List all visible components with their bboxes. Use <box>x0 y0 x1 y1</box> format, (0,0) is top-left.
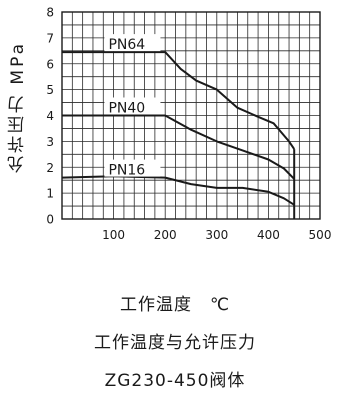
series-label-pn40: PN40 <box>108 101 145 117</box>
series-label-pn16: PN16 <box>108 163 145 179</box>
pressure-temperature-chart: 0 1 2 3 4 5 6 7 8 100 200 300 400 500 PN64 PN40 PN16 <box>46 6 331 243</box>
series-label-bg <box>104 159 161 177</box>
y-tick-label: 2 <box>46 161 54 175</box>
series-label-pn64: PN64 <box>108 37 145 53</box>
y-tick-labels: 0 1 2 3 4 5 6 7 8 <box>46 6 54 227</box>
y-tick-label: 8 <box>46 6 54 20</box>
chart-title: 工作温度与允许压力 <box>94 333 256 353</box>
series-line-pn64 <box>62 51 296 150</box>
y-tick-label: 6 <box>46 57 54 71</box>
y-tick-label: 4 <box>46 109 54 123</box>
x-tick-label: 500 <box>309 228 332 242</box>
y-tick-label: 7 <box>46 31 54 45</box>
chart-subtitle: ZG230-450阀体 <box>104 371 246 391</box>
plot-frame <box>61 11 321 220</box>
y-tick-label: 1 <box>46 187 54 201</box>
series-line-pn16 <box>61 175 295 206</box>
series-labels: PN64 PN40 PN16 <box>104 34 161 179</box>
axes <box>61 11 321 220</box>
y-tick-label: 5 <box>46 83 54 97</box>
x-axis-label: 工作温度 ℃ <box>119 295 231 315</box>
series-label-bg <box>104 34 161 52</box>
series-label-bg <box>104 97 161 115</box>
series-line-pn40 <box>62 114 295 180</box>
x-tick-labels: 100 200 300 400 500 <box>102 228 331 242</box>
y-axis-label: 允许压力 MPa <box>7 41 28 173</box>
x-tick-label: 300 <box>205 228 228 242</box>
x-tick-label: 400 <box>257 228 280 242</box>
y-tick-label: 3 <box>46 135 54 149</box>
series-lines <box>61 51 296 206</box>
x-tick-label: 200 <box>154 228 177 242</box>
x-tick-label: 100 <box>102 228 125 242</box>
y-tick-label: 0 <box>46 213 54 227</box>
